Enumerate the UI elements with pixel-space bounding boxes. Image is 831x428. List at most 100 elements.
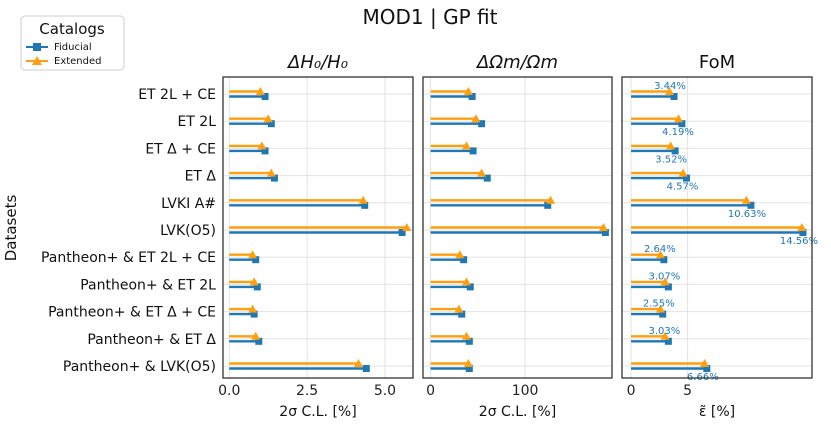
category-label: ET 2L + CE	[138, 87, 216, 103]
fom-annotation: 2.64%	[644, 244, 676, 255]
panel-title: FoM	[699, 52, 735, 73]
marker-fiducial	[703, 365, 711, 372]
marker-extended	[455, 250, 465, 259]
marker-fiducial	[469, 147, 477, 155]
x-tick-label: 0	[627, 383, 636, 399]
marker-extended	[655, 304, 665, 313]
x-axis-label: 2σ C.L. [%]	[479, 404, 556, 420]
legend-title: Catalogs	[39, 20, 105, 38]
marker-extended	[248, 304, 258, 313]
marker-fiducial	[671, 147, 679, 155]
category-label: Pantheon+ & ET 2L	[80, 277, 216, 293]
category-label: Pantheon+ & ET 2L + CE	[41, 250, 216, 266]
marker-extended	[353, 359, 363, 367]
legend-fiducial-label: Fiducial	[54, 42, 92, 53]
marker-fiducial	[478, 120, 486, 128]
marker-extended	[797, 223, 807, 231]
marker-extended	[461, 331, 471, 340]
marker-extended	[471, 114, 481, 123]
marker-fiducial	[670, 93, 678, 100]
marker-fiducial	[458, 310, 466, 318]
marker-extended	[678, 168, 688, 177]
category-label: Pantheon+ & ET Δ	[87, 332, 216, 348]
category-label: Pantheon+ & LVK(O5)	[63, 359, 216, 375]
category-label: ET Δ	[185, 169, 217, 185]
marker-extended	[463, 87, 473, 95]
marker-extended	[598, 223, 608, 231]
marker-extended	[454, 304, 464, 313]
marker-fiducial	[544, 201, 552, 209]
marker-extended	[666, 141, 676, 150]
marker-extended	[655, 250, 665, 259]
marker-extended	[266, 168, 276, 177]
x-tick-label: 5.0	[374, 383, 396, 399]
marker-fiducial	[747, 201, 755, 209]
marker-extended	[257, 141, 267, 150]
x-tick-label: 5	[683, 383, 692, 399]
marker-extended	[358, 195, 368, 204]
legend-extended-marker	[32, 56, 42, 65]
marker-extended	[402, 223, 412, 231]
marker-fiducial	[465, 337, 473, 345]
x-tick-label: 0.0	[218, 383, 240, 399]
marker-fiducial	[659, 310, 667, 318]
marker-fiducial	[255, 337, 263, 345]
marker-fiducial	[678, 120, 686, 128]
marker-extended	[461, 277, 471, 286]
marker-extended	[249, 277, 259, 286]
marker-fiducial	[361, 201, 369, 209]
marker-fiducial	[483, 174, 491, 182]
fom-annotation: 10.63%	[728, 209, 766, 220]
marker-extended	[255, 87, 265, 95]
panel-title: ΔΩm/Ωm	[475, 52, 558, 73]
marker-fiducial	[250, 310, 258, 318]
marker-fiducial	[664, 283, 672, 291]
fom-annotation: 3.07%	[648, 271, 680, 282]
marker-extended	[660, 277, 670, 286]
x-tick-label: 0	[426, 383, 435, 399]
marker-extended	[477, 168, 487, 177]
fom-annotation: 3.52%	[655, 154, 687, 165]
marker-extended	[463, 359, 473, 367]
panel-domega: 0 100 ΔΩm/Ωm 2σ C.L. [%]	[422, 52, 613, 420]
category-label: Pantheon+ & ET Δ + CE	[48, 305, 216, 321]
legend: Catalogs Fiducial Extended	[20, 15, 125, 71]
category-labels: ET 2L + CE ET 2L ET Δ + CE ET Δ LVKI A# LVK(O…	[41, 87, 216, 375]
marker-extended	[741, 195, 751, 204]
marker-extended	[546, 195, 556, 204]
category-label: LVKI A#	[161, 196, 216, 212]
marker-fiducial	[460, 256, 468, 264]
marker-fiducial	[261, 147, 269, 155]
marker-fiducial	[398, 229, 406, 236]
panel-frame	[422, 76, 613, 379]
marker-extended	[660, 331, 670, 340]
marker-fiducial	[468, 93, 476, 100]
fom-annotation: 3.03%	[648, 326, 680, 337]
marker-fiducial	[466, 283, 474, 291]
category-label: ET Δ + CE	[145, 141, 216, 157]
marker-extended	[263, 114, 273, 123]
marker-fiducial	[799, 229, 807, 236]
fom-annotation: 2.55%	[643, 299, 675, 310]
marker-extended	[665, 87, 674, 95]
fom-annotation: 4.57%	[667, 182, 699, 193]
legend-extended-label: Extended	[54, 56, 102, 67]
category-label: LVK(O5)	[160, 223, 216, 239]
panel-dh0: 0.0 2.5 5.0 ΔH₀/H₀ 2σ C.L. [%]	[218, 52, 414, 420]
marker-fiducial	[253, 283, 261, 291]
fom-annotation: 14.56%	[780, 236, 818, 247]
marker-fiducial	[261, 93, 269, 100]
category-label: ET 2L	[177, 114, 216, 130]
x-axis-label: ε̃ [%]	[699, 404, 735, 420]
panel-fom: 0 5 3.44% 4.19% 3.52% 4.57% 10.63% 14.56% 2.64% 3…	[621, 52, 818, 420]
marker-extended	[248, 250, 258, 259]
marker-fiducial	[465, 365, 473, 372]
panel-frame	[621, 76, 813, 379]
panel-title: ΔH₀/H₀	[286, 52, 348, 73]
marker-extended	[251, 331, 261, 340]
marker-fiducial	[362, 365, 370, 372]
marker-fiducial	[664, 337, 672, 345]
x-axis-label: 2σ C.L. [%]	[279, 404, 356, 420]
x-tick-label: 2.5	[296, 383, 318, 399]
